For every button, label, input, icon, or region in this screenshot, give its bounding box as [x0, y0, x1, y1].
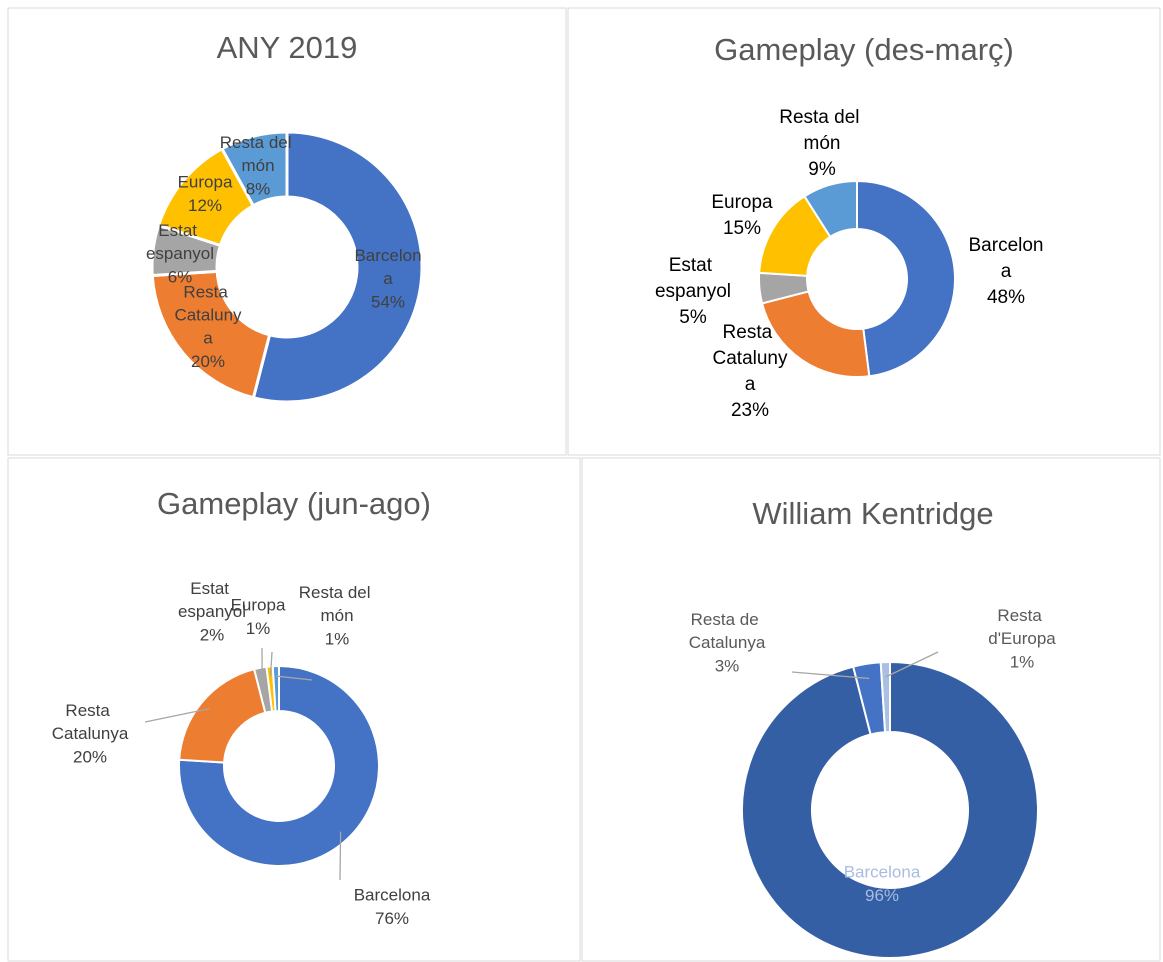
- data-label-value: 8%: [246, 179, 271, 198]
- label-line: Barcelon: [354, 246, 421, 265]
- donut-slice: [741, 660, 1039, 959]
- chart-title: William Kentridge: [752, 496, 993, 531]
- data-label-category: Resta del món: [779, 107, 865, 154]
- label-line: a: [383, 269, 393, 288]
- label-line: Resta: [183, 283, 232, 302]
- panel: [567, 7, 1161, 456]
- label-line: Catalunya: [689, 633, 766, 652]
- data-label-value: 20%: [191, 352, 225, 371]
- chart-title: Gameplay (des-març): [714, 32, 1014, 67]
- data-label-value: 54%: [371, 292, 405, 311]
- leader-line: [144, 707, 210, 723]
- label-line: Resta del: [299, 583, 376, 602]
- data-label-value: 1%: [1010, 652, 1035, 671]
- data-label-category: Resta Cataluny a: [713, 322, 788, 395]
- data-label-value: 6%: [168, 267, 193, 286]
- donut-slice: [150, 269, 272, 400]
- data-label-value: 1%: [325, 629, 350, 648]
- label-line: espanyol: [655, 281, 731, 302]
- data-label-value: 48%: [987, 287, 1025, 308]
- data-label-category: Barcelona: [844, 863, 921, 882]
- data-label-category: Resta d'Europa: [988, 606, 1056, 648]
- donut-slice: [856, 179, 956, 378]
- label-line: Barcelona: [844, 863, 921, 882]
- donut-slice: [760, 290, 871, 378]
- label-line: espanyol: [178, 602, 246, 621]
- label-line: espanyol: [146, 244, 214, 263]
- data-label-category: Europa: [178, 173, 233, 192]
- data-label-value: 9%: [808, 159, 836, 180]
- data-label-category: Europa: [231, 596, 286, 615]
- label-line: Catalunya: [52, 724, 129, 743]
- data-label-value: 3%: [715, 656, 740, 675]
- data-label-category: Barcelona: [354, 886, 431, 905]
- donut-slice: [803, 179, 858, 239]
- label-line: a: [1001, 261, 1012, 282]
- donut-slice: [219, 130, 289, 208]
- label-line: Europa: [711, 192, 773, 213]
- label-line: món: [804, 133, 841, 154]
- label-line: a: [745, 374, 756, 395]
- label-line: Resta del: [220, 133, 297, 152]
- label-line: Estat: [158, 221, 201, 240]
- data-label-value: 20%: [73, 747, 107, 766]
- label-line: món: [320, 606, 353, 625]
- data-label-category: Estat espanyol: [146, 221, 214, 263]
- data-label-value: 23%: [731, 400, 769, 421]
- donut-slice: [271, 664, 280, 713]
- donut-slice: [251, 130, 424, 404]
- label-line: món: [241, 156, 274, 175]
- label-line: Barcelon: [969, 235, 1044, 256]
- data-label-value: 2%: [200, 625, 225, 644]
- leader-line: [269, 651, 273, 677]
- leader-line: [885, 651, 939, 678]
- label-line: Resta: [723, 322, 778, 343]
- data-label-category: Resta Catalunya: [52, 701, 129, 743]
- label-line: Europa: [178, 173, 233, 192]
- data-label-value: 1%: [246, 619, 271, 638]
- data-label-value: 76%: [375, 909, 409, 928]
- donut-slice: [879, 660, 891, 734]
- label-line: Europa: [231, 596, 286, 615]
- data-label-value: 5%: [679, 307, 707, 328]
- label-line: Estat: [190, 579, 233, 598]
- label-line: Resta del: [779, 107, 865, 128]
- label-line: a: [203, 329, 213, 348]
- data-label-category: Barcelon a: [969, 235, 1044, 282]
- data-label-value: 15%: [723, 218, 761, 239]
- data-label-category: Resta de Catalunya: [689, 610, 766, 652]
- chart-title: ANY 2019: [217, 30, 358, 65]
- label-line: Resta: [65, 701, 114, 720]
- data-label-category: Barcelon a: [354, 246, 421, 288]
- label-line: Cataluny: [713, 348, 788, 369]
- label-line: d'Europa: [988, 629, 1056, 648]
- data-label-value: 96%: [865, 886, 899, 905]
- data-label-category: Resta del món: [299, 583, 376, 625]
- label-line: Estat: [669, 255, 718, 276]
- label-line: Resta: [997, 606, 1046, 625]
- data-label-category: Resta Cataluny a: [174, 283, 242, 348]
- donut-slice: [178, 664, 380, 867]
- data-label-category: Estat espanyol: [655, 255, 731, 302]
- data-label-category: Estat espanyol: [178, 579, 246, 621]
- data-label-category: Europa: [711, 192, 773, 213]
- data-label-value: 12%: [188, 196, 222, 215]
- leader-line: [339, 831, 342, 881]
- leader-line: [791, 671, 870, 680]
- chart-title: Gameplay (jun-ago): [157, 486, 431, 521]
- label-line: Barcelona: [354, 886, 431, 905]
- data-label-category: Resta del món: [220, 133, 297, 175]
- label-line: Resta de: [691, 610, 764, 629]
- leader-line: [276, 675, 313, 681]
- label-line: Cataluny: [174, 306, 242, 325]
